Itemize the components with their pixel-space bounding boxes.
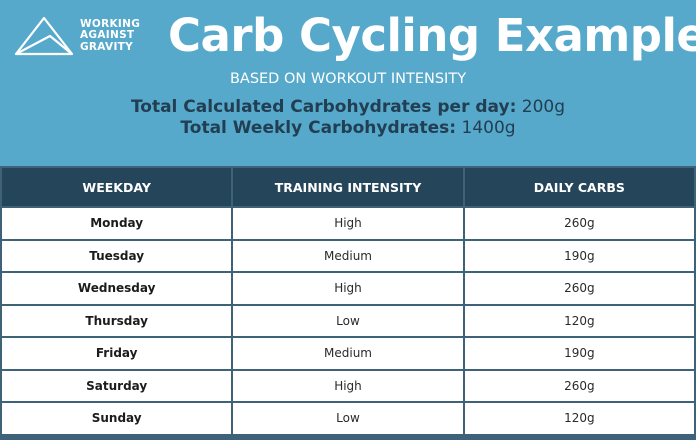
header-weekday: WEEKDAY [2,168,232,206]
mountain-triangle-logo-icon [14,16,74,56]
row-weekday: Sunday [2,403,232,434]
carb-cycling-table: WEEKDAY TRAINING INTENSITY DAILY CARBS M… [0,166,696,436]
page-subtitle: BASED ON WORKOUT INTENSITY [229,71,467,87]
table-header-row: WEEKDAY TRAINING INTENSITY DAILY CARBS [2,168,694,206]
logo-line-3: GRAVITY [80,40,134,53]
row-weekday: Thursday [2,305,232,336]
carb-totals: Total Calculated Carbohydrates per day: … [0,97,696,139]
table-row: Monday High 260g [2,208,694,239]
header-daily-carbs: DAILY CARBS [464,168,694,206]
logo-line-2: AGAINST [80,29,135,42]
logo-wordmark: WORKING AGAINST GRAVITY [80,17,141,54]
page-title: Carb Cycling Example [168,9,696,62]
row-intensity: High [233,208,463,239]
row-intensity: Low [233,403,463,434]
row-intensity: High [233,370,463,401]
table-row: Tuesday Medium 190g [2,240,694,271]
row-weekday: Monday [2,208,232,239]
table-row: Sunday Low 120g [2,403,694,434]
table-row: Wednesday High 260g [2,273,694,304]
daily-total-line: Total Calculated Carbohydrates per day: … [0,97,696,118]
header-training-intensity: TRAINING INTENSITY [233,168,463,206]
row-intensity: Medium [233,240,463,271]
table-row: Thursday Low 120g [2,305,694,336]
row-weekday: Wednesday [2,273,232,304]
row-intensity: Medium [233,338,463,369]
row-intensity: Low [233,305,463,336]
row-carbs: 260g [464,370,694,401]
row-carbs: 190g [464,240,694,271]
row-carbs: 120g [464,305,694,336]
row-intensity: High [233,273,463,304]
table-row: Saturday High 260g [2,370,694,401]
row-weekday: Saturday [2,370,232,401]
logo-line-1: WORKING [80,17,141,30]
row-carbs: 120g [464,403,694,434]
weekly-total-value: 1400g [461,118,516,138]
row-carbs: 260g [464,208,694,239]
weekly-total-label: Total Weekly Carbohydrates: [180,118,457,138]
row-weekday: Friday [2,338,232,369]
daily-total-value: 200g [521,97,566,117]
weekly-total-line: Total Weekly Carbohydrates: 1400g [0,118,696,139]
brand-logo: WORKING AGAINST GRAVITY [14,14,140,58]
table-row: Friday Medium 190g [2,338,694,369]
row-carbs: 260g [464,273,694,304]
daily-total-label: Total Calculated Carbohydrates per day: [130,97,517,117]
carb-table-container: WEEKDAY TRAINING INTENSITY DAILY CARBS M… [0,166,696,440]
row-carbs: 190g [464,338,694,369]
row-weekday: Tuesday [2,240,232,271]
